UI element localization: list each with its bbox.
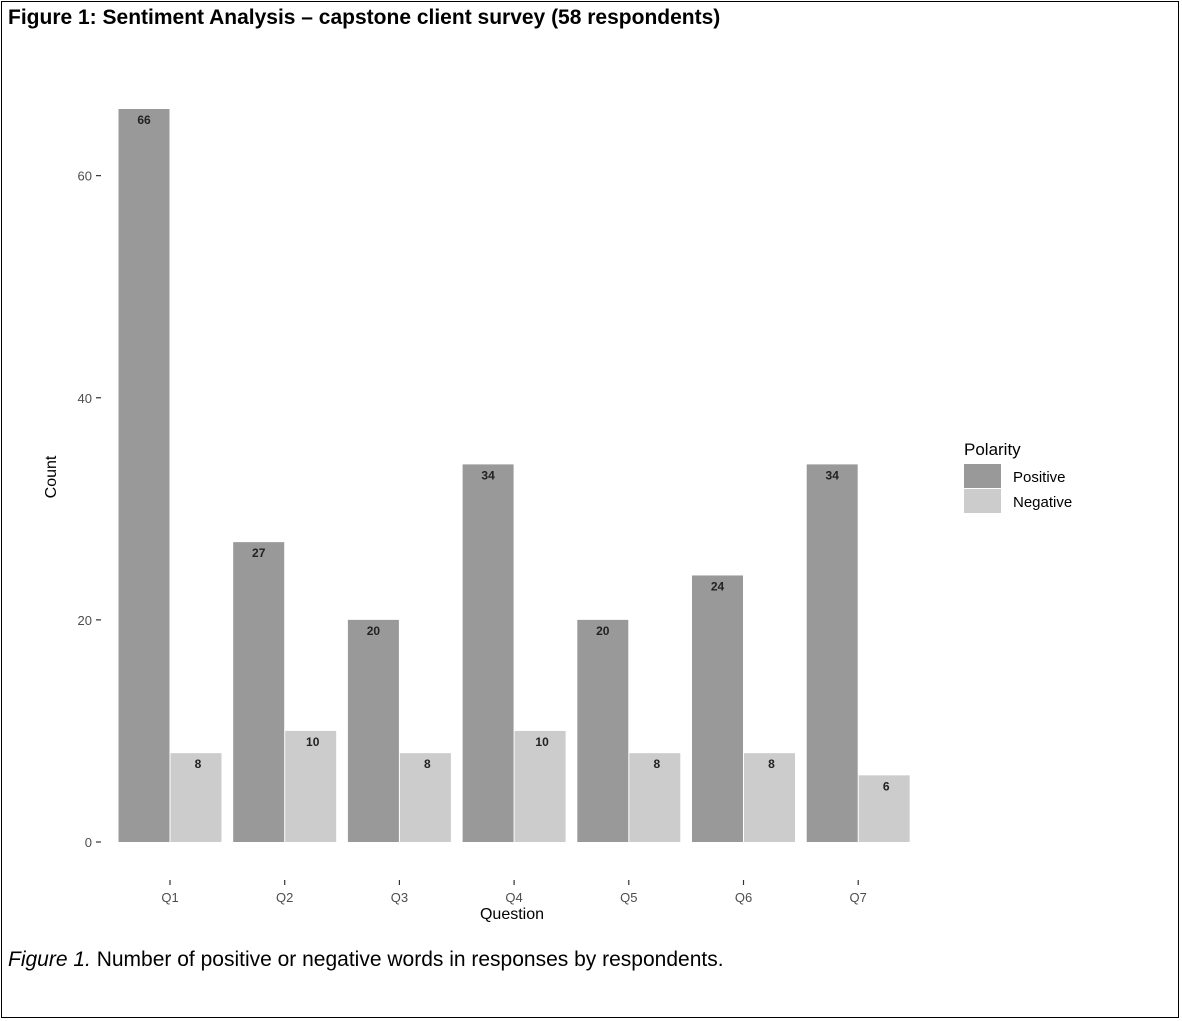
bar-value-label: 6: [883, 779, 890, 793]
bar-positive-q1: [118, 109, 170, 842]
bar-value-label: 66: [137, 113, 151, 127]
bar-negative-q5: [629, 753, 681, 842]
bars-group: 66 8 27 10 20 8 34 10 20 8 24 8 34 6: [118, 109, 910, 842]
bar-value-label: 8: [768, 757, 775, 771]
y-tick-label: 20: [78, 613, 92, 628]
bar-negative-q7: [858, 775, 910, 842]
legend-swatch-positive: [964, 464, 1001, 488]
bar-value-label: 27: [252, 546, 266, 560]
x-axis-title: Question: [480, 906, 544, 923]
bar-positive-q4: [462, 464, 514, 842]
y-tick-label: 40: [78, 391, 92, 406]
bar-positive-q6: [692, 575, 743, 842]
x-tick-label: Q7: [850, 890, 867, 905]
legend-swatch-negative: [964, 489, 1001, 513]
bar-value-label: 24: [711, 579, 725, 593]
bar-value-label: 34: [826, 468, 840, 482]
x-tick-label: Q4: [505, 890, 522, 905]
bar-positive-q7: [806, 464, 858, 842]
figure-title: Figure 1: Sentiment Analysis – capstone …: [8, 6, 721, 29]
bar-negative-q6: [744, 753, 795, 842]
bar-value-label: 20: [596, 624, 610, 638]
x-tick-label: Q6: [735, 890, 752, 905]
legend: Polarity Positive Negative: [964, 440, 1072, 513]
legend-label-negative: Negative: [1013, 494, 1072, 511]
bar-positive-q5: [577, 619, 629, 842]
bar-negative-q1: [170, 753, 222, 842]
bar-negative-q4: [514, 730, 566, 842]
bar-negative-q3: [399, 753, 451, 842]
figure-caption: Figure 1. Number of positive or negative…: [8, 948, 724, 972]
x-tick-label: Q1: [161, 890, 178, 905]
bar-value-label: 8: [653, 757, 660, 771]
legend-title: Polarity: [964, 440, 1021, 459]
bar-value-label: 10: [306, 735, 320, 749]
y-tick-label: 0: [85, 835, 92, 850]
y-axis-title: Count: [43, 455, 60, 498]
x-axis: Q1 Q2 Q3 Q4 Q5 Q6 Q7: [161, 880, 867, 905]
bar-positive-q2: [233, 542, 285, 842]
bar-value-label: 10: [535, 735, 549, 749]
x-tick-label: Q5: [620, 890, 637, 905]
y-tick-label: 60: [78, 169, 92, 184]
x-tick-label: Q3: [391, 890, 408, 905]
y-axis: 0 20 40 60: [78, 169, 101, 850]
figure-caption-text: Number of positive or negative words in …: [90, 948, 724, 971]
bar-value-label: 8: [195, 757, 202, 771]
bar-value-label: 8: [424, 757, 431, 771]
x-tick-label: Q2: [276, 890, 293, 905]
bar-value-label: 20: [367, 624, 381, 638]
legend-label-positive: Positive: [1013, 469, 1066, 486]
bar-negative-q2: [285, 730, 337, 842]
bar-positive-q3: [347, 619, 399, 842]
figure-caption-lead: Figure 1.: [8, 948, 91, 971]
bar-value-label: 34: [481, 468, 495, 482]
